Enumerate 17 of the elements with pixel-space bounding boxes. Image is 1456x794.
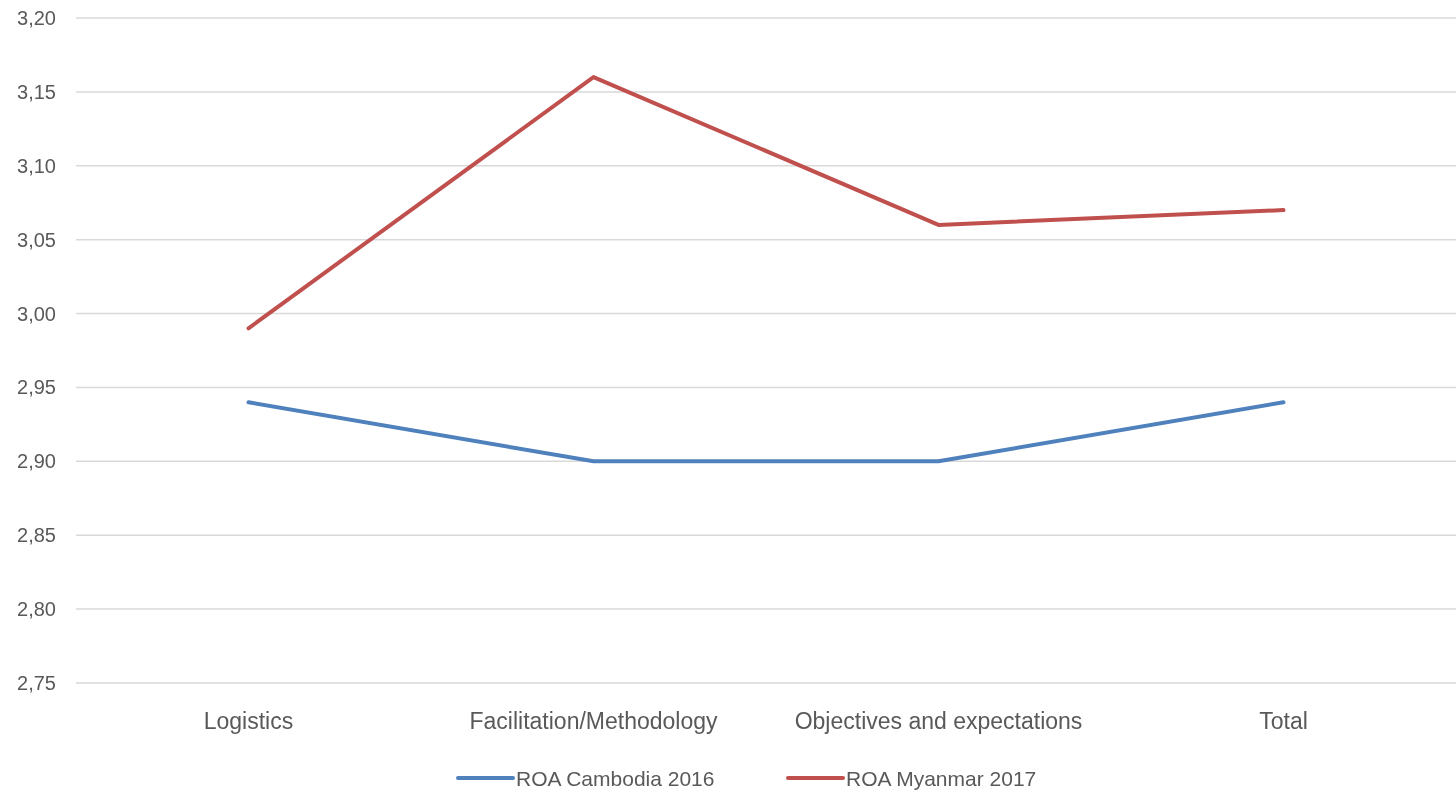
y-tick-label: 2,80 — [17, 598, 56, 621]
x-tick-label: Facilitation/Methodology — [469, 708, 719, 734]
y-tick-label: 2,85 — [17, 524, 56, 547]
y-tick-label: 2,90 — [17, 450, 56, 473]
y-tick-label: 3,15 — [17, 80, 56, 103]
x-tick-label: Objectives and expectations — [794, 708, 1083, 734]
x-tick-label: Logistics — [203, 708, 294, 734]
y-tick-label: 3,05 — [17, 228, 56, 251]
legend-label: ROA Myanmar 2017 — [846, 766, 1037, 790]
line-series — [246, 75, 1286, 331]
y-tick-label: 2,75 — [17, 672, 56, 694]
y-tick-label: 2,95 — [17, 376, 56, 399]
y-tick-label: 3,10 — [17, 154, 56, 177]
y-tick-label: 3,00 — [17, 302, 56, 325]
legend-label: ROA Cambodia 2016 — [516, 766, 715, 790]
x-tick-label: Total — [1259, 708, 1308, 734]
y-tick-label: 3,20 — [17, 7, 56, 29]
